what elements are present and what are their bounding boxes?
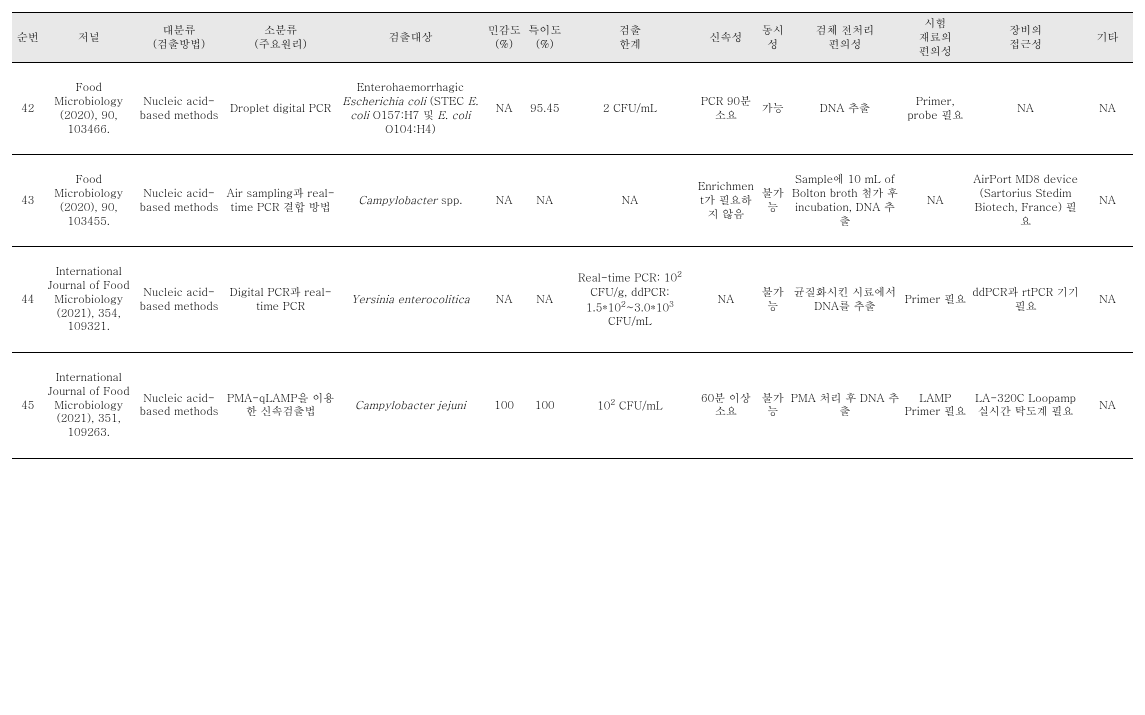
cell-lod: 102 CFU/mL — [565, 353, 695, 459]
cell-etc: NA — [1082, 353, 1133, 459]
cell-reagent: Primer 필요 — [901, 247, 969, 353]
col-header-9: 동시성 — [757, 13, 789, 63]
col-header-1: 저널 — [44, 13, 134, 63]
col-header-8: 신속성 — [695, 13, 757, 63]
cell-sub: Droplet digital PCR — [224, 63, 337, 155]
table-row: 43Food Microbiology (2020), 90, 103455.N… — [12, 155, 1133, 247]
cell-lod: 2 CFU/mL — [565, 63, 695, 155]
col-header-12: 장비의접근성 — [969, 13, 1082, 63]
cell-prep: DNA 추출 — [789, 63, 902, 155]
col-header-7: 검출한계 — [565, 13, 695, 63]
cell-etc: NA — [1082, 63, 1133, 155]
cell-speed: PCR 90분 소요 — [695, 63, 757, 155]
col-header-11: 시험재료의편의성 — [901, 13, 969, 63]
col-header-5: 민감도(%) — [484, 13, 525, 63]
table-header-row: 순번저널대분류(검출방법)소분류(주요원리)검출대상민감도(%)특이도(%)검출… — [12, 13, 1133, 63]
cell-equip: LA-320C Loopamp 실시간 탁도계 필요 — [969, 353, 1082, 459]
cell-reagent: NA — [901, 155, 969, 247]
col-header-4: 검출대상 — [337, 13, 484, 63]
cell-sens: NA — [484, 155, 525, 247]
cell-cat: Nucleic acid-based methods — [134, 63, 224, 155]
cell-target: Yersinia enterocolitica — [337, 247, 484, 353]
col-header-10: 검체 전처리편의성 — [789, 13, 902, 63]
data-table: 순번저널대분류(검출방법)소분류(주요원리)검출대상민감도(%)특이도(%)검출… — [12, 12, 1133, 459]
cell-target: Enterohaemorrhagic Escherichia coli (STE… — [337, 63, 484, 155]
col-header-2: 대분류(검출방법) — [134, 13, 224, 63]
cell-multi: 가능 — [757, 63, 789, 155]
cell-equip: AirPort MD8 device (Sartorius Stedim Bio… — [969, 155, 1082, 247]
cell-target: Campylobacter jejuni — [337, 353, 484, 459]
cell-speed: 60분 이상 소요 — [695, 353, 757, 459]
cell-lod: Real-time PCR: 102 CFU/g, ddPCR: 1.5*102… — [565, 247, 695, 353]
cell-spec: NA — [524, 155, 565, 247]
cell-no: 43 — [12, 155, 44, 247]
cell-cat: Nucleic acid-based methods — [134, 353, 224, 459]
cell-etc: NA — [1082, 247, 1133, 353]
cell-journal: International Journal of Food Microbiolo… — [44, 247, 134, 353]
cell-equip: ddPCR과 rtPCR 기기 필요 — [969, 247, 1082, 353]
cell-sub: Air sampling과 real-time PCR 결합 방법 — [224, 155, 337, 247]
cell-no: 42 — [12, 63, 44, 155]
cell-equip: NA — [969, 63, 1082, 155]
cell-multi: 불가능 — [757, 247, 789, 353]
cell-target: Campylobacter spp. — [337, 155, 484, 247]
cell-spec: 100 — [524, 353, 565, 459]
cell-prep: 균질화시킨 시료에서 DNA를 추출 — [789, 247, 902, 353]
cell-sub: Digital PCR과 real-time PCR — [224, 247, 337, 353]
col-header-0: 순번 — [12, 13, 44, 63]
cell-prep: Sample에 10 mL of Bolton broth 첨가 후 incub… — [789, 155, 902, 247]
cell-sub: PMA-qLAMP을 이용한 신속검출법 — [224, 353, 337, 459]
cell-journal: International Journal of Food Microbiolo… — [44, 353, 134, 459]
cell-sens: NA — [484, 247, 525, 353]
cell-lod: NA — [565, 155, 695, 247]
cell-reagent: LAMP Primer 필요 — [901, 353, 969, 459]
cell-sens: 100 — [484, 353, 525, 459]
table-row: 45International Journal of Food Microbio… — [12, 353, 1133, 459]
cell-speed: Enrichment가 필요하지 않음 — [695, 155, 757, 247]
cell-spec: NA — [524, 247, 565, 353]
cell-spec: 95.45 — [524, 63, 565, 155]
cell-no: 44 — [12, 247, 44, 353]
col-header-6: 특이도(%) — [524, 13, 565, 63]
cell-speed: NA — [695, 247, 757, 353]
cell-journal: Food Microbiology (2020), 90, 103455. — [44, 155, 134, 247]
cell-prep: PMA 처리 후 DNA 추출 — [789, 353, 902, 459]
cell-journal: Food Microbiology (2020), 90, 103466. — [44, 63, 134, 155]
cell-reagent: Primer, probe 필요 — [901, 63, 969, 155]
table-row: 42Food Microbiology (2020), 90, 103466.N… — [12, 63, 1133, 155]
cell-multi: 불가능 — [757, 353, 789, 459]
cell-multi: 불가능 — [757, 155, 789, 247]
table-row: 44International Journal of Food Microbio… — [12, 247, 1133, 353]
col-header-13: 기타 — [1082, 13, 1133, 63]
cell-cat: Nucleic acid-based methods — [134, 247, 224, 353]
col-header-3: 소분류(주요원리) — [224, 13, 337, 63]
cell-no: 45 — [12, 353, 44, 459]
cell-etc: NA — [1082, 155, 1133, 247]
cell-cat: Nucleic acid-based methods — [134, 155, 224, 247]
cell-sens: NA — [484, 63, 525, 155]
